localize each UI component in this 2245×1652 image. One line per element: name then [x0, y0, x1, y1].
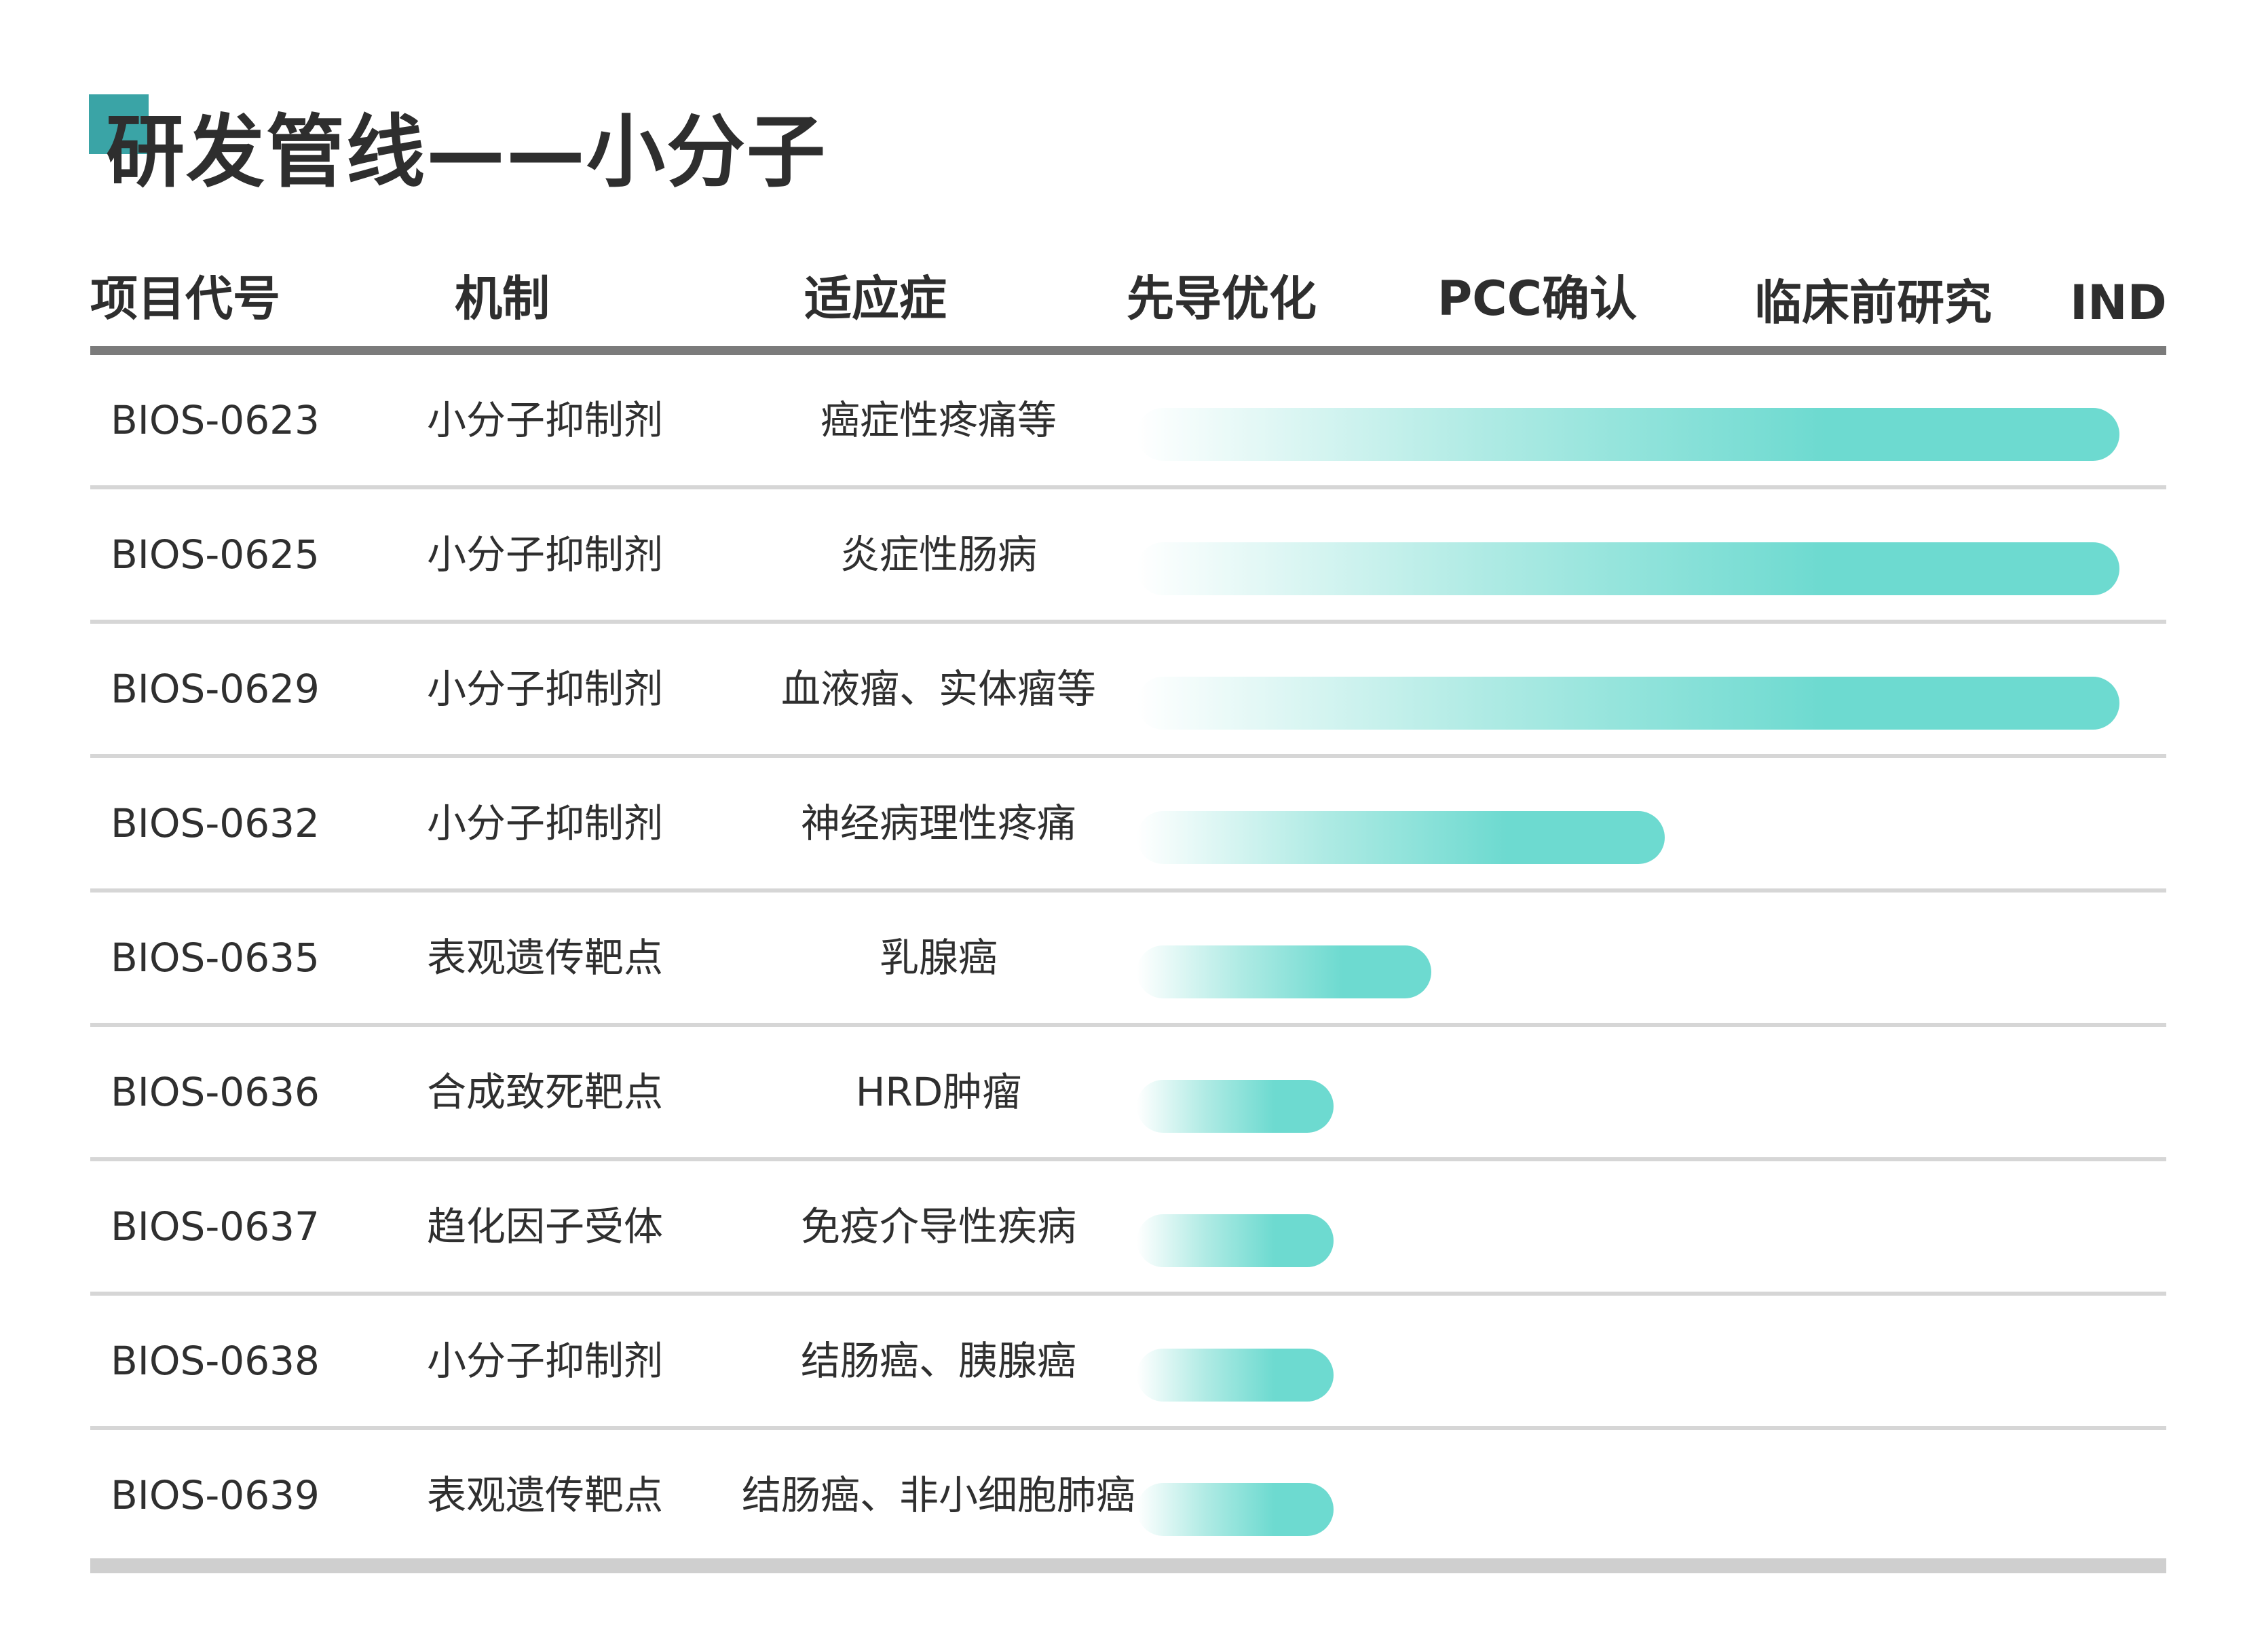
- row-divider: [90, 1292, 2166, 1296]
- table-bottom-divider: [90, 1558, 2166, 1573]
- mechanism: 小分子抑制剂: [426, 666, 663, 712]
- project-code: BIOS-0636: [111, 1069, 320, 1115]
- mechanism: 小分子抑制剂: [426, 531, 663, 578]
- row-divider: [90, 1426, 2166, 1430]
- title-accent-square: [89, 94, 149, 154]
- indication: 乳腺癌: [879, 935, 998, 981]
- mechanism: 趋化因子受体: [426, 1203, 663, 1250]
- mechanism: 小分子抑制剂: [426, 397, 663, 443]
- header-preclinical-research: 临床前研究: [1754, 275, 1992, 331]
- row-divider: [90, 1023, 2166, 1027]
- progress-bar: [1137, 1214, 1334, 1267]
- table-row: BIOS-0635 表观遗传靶点 乳腺癌: [90, 893, 2166, 1027]
- progress-bar: [1137, 677, 2119, 730]
- mechanism: 小分子抑制剂: [426, 800, 663, 846]
- progress-bar: [1137, 542, 2119, 595]
- mechanism: 小分子抑制剂: [426, 1338, 663, 1384]
- mechanism: 合成致死靶点: [426, 1069, 663, 1115]
- mechanism: 表观遗传靶点: [426, 935, 663, 981]
- project-code: BIOS-0639: [111, 1472, 320, 1518]
- row-divider: [90, 754, 2166, 758]
- indication: HRD肿瘤: [855, 1069, 1022, 1115]
- mechanism: 表观遗传靶点: [426, 1472, 663, 1518]
- table-row: BIOS-0632 小分子抑制剂 神经病理性疼痛: [90, 758, 2166, 893]
- project-code: BIOS-0629: [111, 666, 320, 712]
- table-row: BIOS-0623 小分子抑制剂 癌症性疼痛等: [90, 355, 2166, 489]
- header-mechanism: 机制: [455, 271, 550, 326]
- project-code: BIOS-0625: [111, 531, 320, 578]
- project-code: BIOS-0632: [111, 800, 320, 846]
- header-pcc-confirmation: PCC确认: [1437, 271, 1638, 326]
- table-row: BIOS-0637 趋化因子受体 免疫介导性疾病: [90, 1161, 2166, 1296]
- progress-bar: [1137, 945, 1431, 998]
- header-divider: [90, 346, 2166, 355]
- table-row: BIOS-0636 合成致死靶点 HRD肿瘤: [90, 1027, 2166, 1161]
- progress-bar: [1137, 1349, 1334, 1402]
- indication: 结肠癌、胰腺癌: [800, 1338, 1076, 1384]
- indication: 癌症性疼痛等: [820, 397, 1057, 443]
- row-divider: [90, 485, 2166, 489]
- row-divider: [90, 1157, 2166, 1161]
- project-code: BIOS-0635: [111, 935, 320, 981]
- indication: 神经病理性疼痛: [800, 800, 1076, 846]
- indication: 炎症性肠病: [839, 531, 1037, 578]
- project-code: BIOS-0637: [111, 1203, 320, 1250]
- indication: 血液瘤、实体瘤等: [780, 666, 1096, 712]
- progress-bar: [1137, 1080, 1334, 1133]
- indication: 结肠癌、非小细胞肺癌: [741, 1472, 1135, 1518]
- table-row: BIOS-0639 表观遗传靶点 结肠癌、非小细胞肺癌: [90, 1430, 2166, 1564]
- project-code: BIOS-0638: [111, 1338, 320, 1384]
- header-indication: 适应症: [804, 271, 947, 326]
- project-code: BIOS-0623: [111, 397, 320, 443]
- row-divider: [90, 620, 2166, 624]
- header-project-code: 项目代号: [90, 271, 280, 326]
- row-divider: [90, 888, 2166, 893]
- header-lead-optimization: 先导优化: [1127, 271, 1317, 326]
- table-row: BIOS-0629 小分子抑制剂 血液瘤、实体瘤等: [90, 624, 2166, 758]
- progress-bar: [1137, 811, 1665, 864]
- page-title: 研发管线——小分子: [106, 107, 827, 198]
- progress-bar: [1137, 1483, 1334, 1536]
- indication: 免疫介导性疾病: [800, 1203, 1076, 1250]
- progress-bar: [1137, 408, 2119, 461]
- header-ind: IND: [2070, 275, 2167, 331]
- table-row: BIOS-0625 小分子抑制剂 炎症性肠病: [90, 489, 2166, 624]
- table-row: BIOS-0638 小分子抑制剂 结肠癌、胰腺癌: [90, 1296, 2166, 1430]
